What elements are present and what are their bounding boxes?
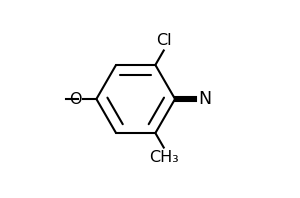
Text: N: N [198,90,211,108]
Text: methoxy: methoxy [13,92,64,106]
Text: O: O [69,91,82,107]
Text: CH₃: CH₃ [149,150,178,165]
Text: Cl: Cl [156,33,172,48]
